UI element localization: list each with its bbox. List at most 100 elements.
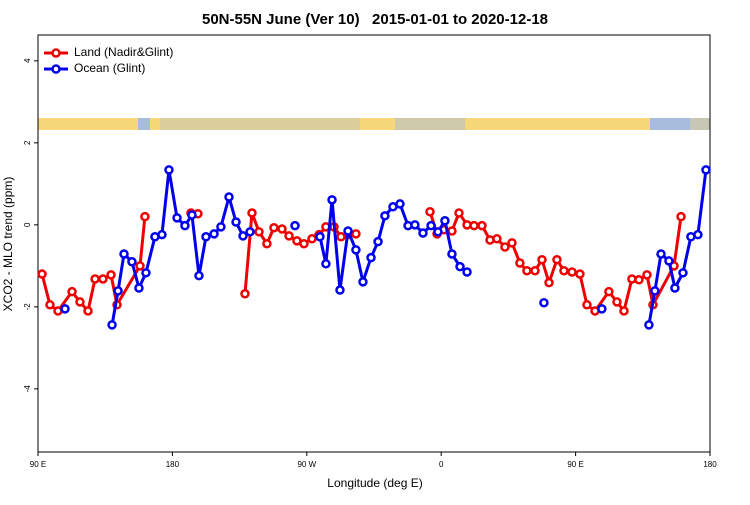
data-point xyxy=(307,234,317,244)
data-point xyxy=(693,229,703,240)
data-point xyxy=(299,238,309,249)
data-point xyxy=(134,283,144,293)
data-point xyxy=(410,220,420,230)
data-point xyxy=(604,286,614,297)
y-tick-label: 4 xyxy=(23,58,32,63)
data-point xyxy=(335,285,345,295)
ocean-strip xyxy=(138,118,150,130)
data-point xyxy=(140,211,150,222)
data-point xyxy=(194,270,204,281)
data-point xyxy=(507,238,517,248)
data-point xyxy=(477,220,487,231)
y-tick-label: -4 xyxy=(23,385,32,393)
data-point xyxy=(642,270,652,280)
data-point xyxy=(254,227,264,237)
data-point xyxy=(238,231,248,241)
data-point xyxy=(98,274,108,284)
x-axis-label: Longitude (deg E) xyxy=(327,476,422,490)
data-point xyxy=(113,286,123,296)
data-point xyxy=(425,206,435,217)
data-point xyxy=(351,229,361,239)
data-point xyxy=(284,231,294,241)
data-point xyxy=(522,266,532,276)
land-ocean-strip xyxy=(38,118,710,130)
data-point xyxy=(418,228,428,238)
data-point xyxy=(45,300,55,310)
data-point xyxy=(575,269,585,279)
data-point xyxy=(187,210,197,220)
data-point xyxy=(231,217,241,227)
data-point xyxy=(373,236,383,247)
series-line xyxy=(318,198,468,292)
data-point xyxy=(327,195,337,205)
data-point xyxy=(135,261,145,271)
y-axis-label: XCO2 - MLO trend (ppm) xyxy=(1,177,15,312)
data-point xyxy=(343,226,353,236)
x-tick-label: 180 xyxy=(166,460,180,469)
data-point xyxy=(539,297,549,308)
data-point xyxy=(559,266,569,276)
data-point xyxy=(269,222,279,233)
data-point xyxy=(650,286,660,296)
data-point xyxy=(37,269,47,279)
data-point xyxy=(701,165,711,175)
data-point xyxy=(240,288,250,299)
data-point xyxy=(60,304,70,314)
data-point xyxy=(426,220,436,231)
data-point xyxy=(469,220,479,231)
data-point xyxy=(290,220,300,231)
data-point xyxy=(351,245,361,255)
data-point xyxy=(455,261,465,272)
data-point xyxy=(164,165,174,175)
x-tick-label: 0 xyxy=(439,460,444,469)
data-point xyxy=(201,231,211,242)
data-point xyxy=(315,231,325,242)
data-point xyxy=(447,249,457,259)
data-point xyxy=(247,208,257,218)
data-point xyxy=(462,267,472,277)
data-point xyxy=(619,306,629,316)
x-tick-label: 90 E xyxy=(567,460,583,469)
data-point xyxy=(552,254,562,265)
data-point xyxy=(582,300,592,310)
data-point xyxy=(119,249,129,259)
data-point xyxy=(676,211,686,222)
data-point xyxy=(567,267,577,277)
data-point xyxy=(67,286,77,297)
land-strip xyxy=(38,118,710,130)
data-point xyxy=(90,274,100,284)
data-point xyxy=(127,256,137,267)
data-point xyxy=(277,224,287,234)
data-point xyxy=(597,304,607,314)
ocean-strip xyxy=(395,118,465,130)
data-point xyxy=(447,226,457,236)
plot-frame xyxy=(37,34,711,453)
data-point xyxy=(634,275,644,285)
data-point xyxy=(544,277,554,288)
data-point xyxy=(75,297,85,307)
data-point xyxy=(433,227,443,237)
data-point xyxy=(106,270,116,280)
data-point xyxy=(107,320,117,330)
data-point xyxy=(224,192,234,202)
x-tick-label: 90 E xyxy=(30,460,46,469)
data-point xyxy=(321,259,331,269)
data-point xyxy=(664,256,674,266)
data-point xyxy=(656,249,666,259)
data-point xyxy=(262,238,272,249)
data-point xyxy=(380,211,390,221)
chart-title: 50N-55N June (Ver 10) 2015-01-01 to 2020… xyxy=(202,11,548,28)
y-tick-label: -2 xyxy=(23,303,32,311)
data-point xyxy=(644,320,654,330)
x-tick-label: 90 W xyxy=(297,460,316,469)
data-point xyxy=(678,268,688,278)
ocean-strip xyxy=(690,118,710,130)
data-point xyxy=(157,229,167,240)
data-point xyxy=(83,306,93,316)
data-point xyxy=(537,254,547,265)
data-point xyxy=(515,258,525,268)
data-point xyxy=(358,277,368,287)
legend-marker xyxy=(51,64,61,74)
ocean-strip xyxy=(160,118,360,130)
data-point xyxy=(141,268,151,278)
